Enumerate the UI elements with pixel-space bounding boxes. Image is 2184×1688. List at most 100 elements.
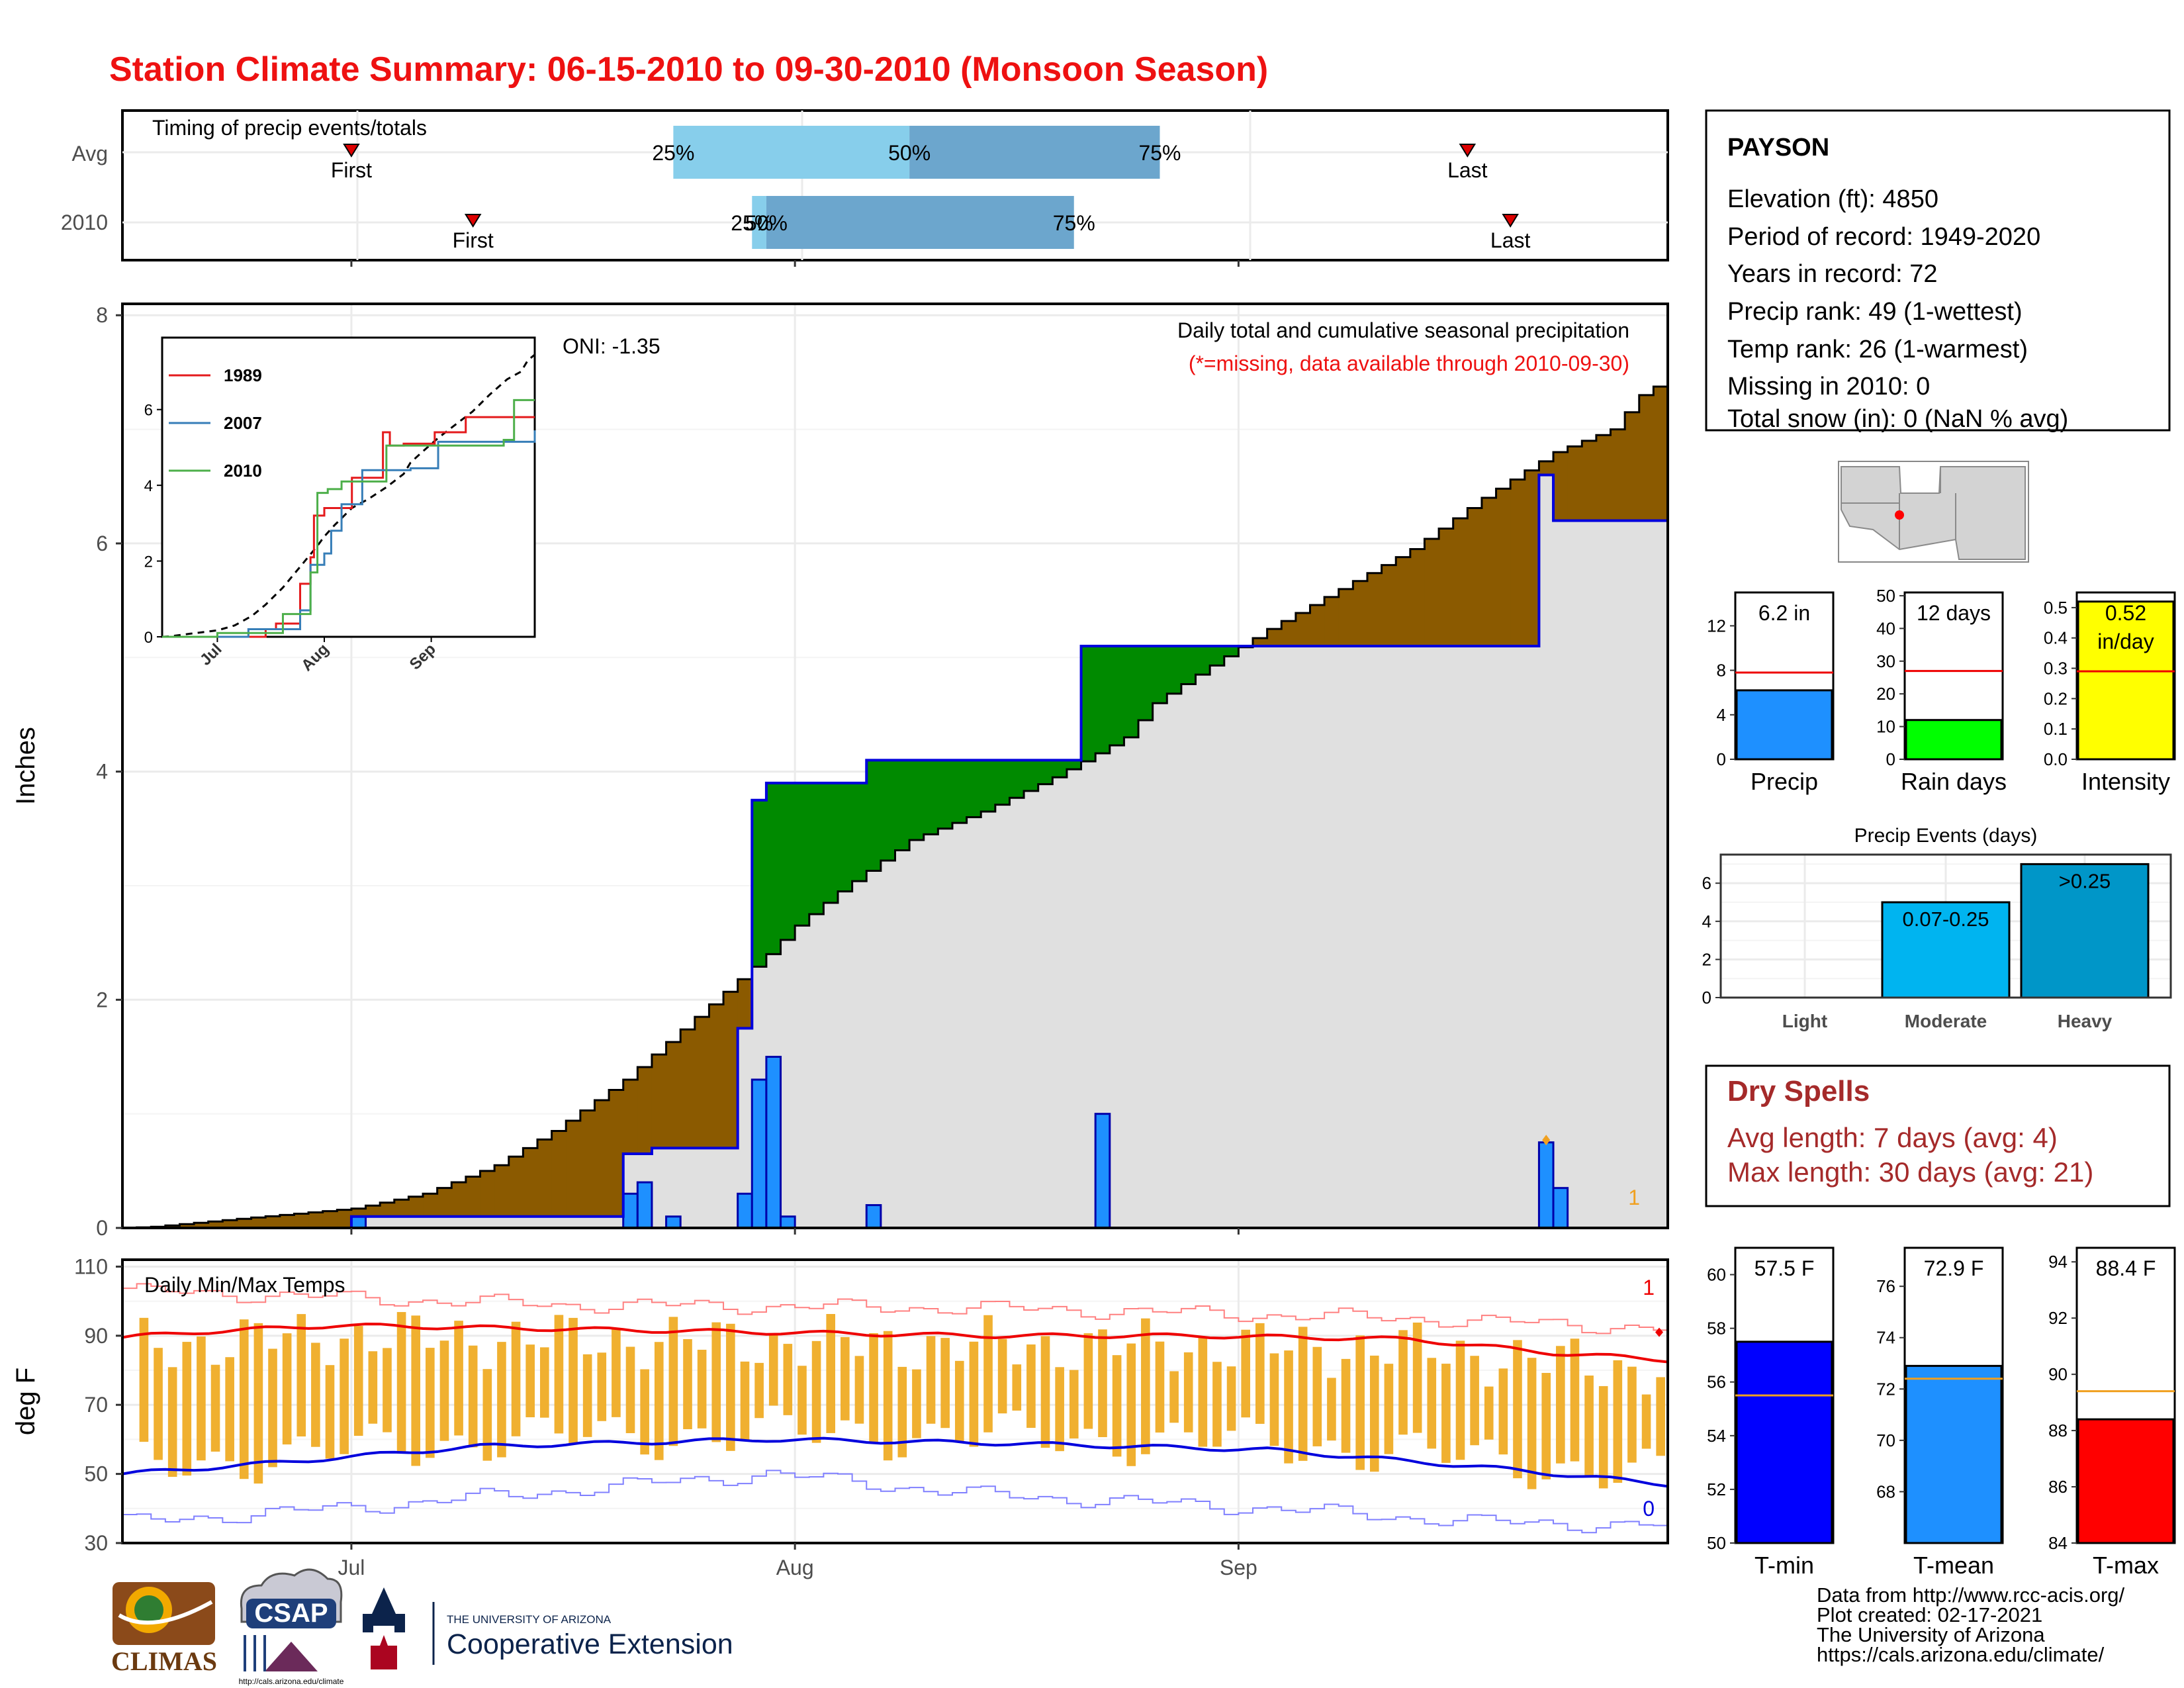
precip-below-avg-fill bbox=[1596, 435, 1612, 521]
precip-above-avg-fill bbox=[1109, 646, 1125, 745]
daily-temp-bar bbox=[439, 1340, 449, 1441]
precip-gray-fill bbox=[1610, 520, 1625, 1228]
precip-below-avg-fill bbox=[236, 1219, 252, 1228]
daily-temp-bar bbox=[1369, 1355, 1379, 1472]
daily-temp-bar bbox=[1141, 1318, 1150, 1454]
temp-ytick-label: 70 bbox=[84, 1393, 108, 1417]
precip-gray-fill bbox=[451, 1216, 467, 1228]
precip-gray-fill bbox=[1295, 646, 1311, 1228]
daily-temp-bar bbox=[383, 1348, 392, 1432]
precip-gray-fill bbox=[866, 870, 882, 1228]
precip-below-avg-fill bbox=[179, 1224, 195, 1228]
summary-ytick-label: 4 bbox=[1717, 705, 1726, 725]
precip-gray-fill bbox=[1410, 646, 1426, 1228]
daily-temp-bar bbox=[1484, 1386, 1494, 1440]
precip-below-avg-fill bbox=[1267, 629, 1282, 647]
precip-above-avg-fill bbox=[895, 760, 910, 851]
station-name: PAYSON bbox=[1727, 134, 1829, 162]
station-line: Years in record: 72 bbox=[1727, 260, 1938, 288]
precip-gray-fill bbox=[880, 861, 896, 1228]
precip-gray-fill bbox=[723, 1148, 739, 1228]
daily-temp-bar bbox=[468, 1345, 478, 1448]
daily-temp-bar bbox=[167, 1367, 177, 1477]
precip-above-avg-fill bbox=[966, 760, 981, 818]
temp-summary-bars: 50 52 54 56 58 60 57.5 F T-min 68 70 72 74 76 72.9 F T… bbox=[1707, 1246, 2176, 1579]
precip-gray-fill bbox=[995, 804, 1011, 1228]
summary-value-label: in/day bbox=[2097, 630, 2154, 653]
inset-ytick-label: 0 bbox=[144, 629, 153, 647]
precip-gray-fill bbox=[523, 1216, 538, 1228]
precip-below-avg-fill bbox=[1338, 588, 1353, 647]
precip-below-avg-fill bbox=[666, 1042, 681, 1149]
precip-below-avg-fill bbox=[480, 1170, 495, 1217]
precip-above-avg-fill bbox=[852, 782, 867, 882]
precip-gray-fill bbox=[1596, 520, 1612, 1228]
precip-above-avg-fill bbox=[909, 760, 925, 841]
daily-temp-bar bbox=[768, 1334, 778, 1406]
precip-below-avg-fill bbox=[1510, 479, 1525, 647]
inset-frame bbox=[161, 336, 536, 638]
ua-logo-text: THE UNIVERSITY OF ARIZONA bbox=[447, 1613, 612, 1626]
precip-below-avg-fill bbox=[680, 1029, 696, 1149]
timing-bar-upper bbox=[766, 196, 1074, 249]
daily-temp-bar bbox=[525, 1344, 535, 1418]
missing-marker bbox=[1542, 1135, 1551, 1146]
daily-temp-bar bbox=[1598, 1385, 1608, 1489]
daily-temp-bar bbox=[1498, 1368, 1508, 1455]
precip-above-avg-fill bbox=[1167, 646, 1182, 694]
station-line: Total snow (in): 0 (NaN % avg) bbox=[1727, 405, 2068, 433]
daily-temp-bar bbox=[754, 1362, 764, 1419]
events-category-label: Moderate bbox=[1905, 1011, 1987, 1031]
precip-below-avg-fill bbox=[1496, 489, 1511, 647]
precip-gray-fill bbox=[838, 891, 853, 1228]
precip-gray-fill bbox=[1238, 647, 1253, 1228]
daily-temp-bar bbox=[1226, 1366, 1236, 1431]
daily-temp-bar bbox=[554, 1315, 564, 1434]
precip-below-avg-fill bbox=[1281, 621, 1297, 647]
daily-temp-bar bbox=[1513, 1340, 1522, 1479]
summary-ytick-label: 0.2 bbox=[2044, 688, 2068, 708]
precip-above-avg-fill bbox=[766, 782, 782, 955]
summary-bar-label: Intensity bbox=[2081, 768, 2170, 795]
events-bar-label: 0.07-0.25 bbox=[1903, 908, 1989, 931]
daily-precip-bar bbox=[622, 1192, 639, 1229]
summary-ytick-label: 0.0 bbox=[2044, 749, 2068, 769]
precip-gray-fill bbox=[1467, 646, 1482, 1228]
temp-summary-ytick-label: 76 bbox=[1876, 1276, 1895, 1296]
timing-q75-label: 75% bbox=[1138, 141, 1181, 165]
daily-temp-bar bbox=[997, 1338, 1007, 1414]
daily-temp-bar bbox=[1255, 1323, 1265, 1424]
precip-above-avg-fill bbox=[1009, 760, 1024, 798]
precip-gray-fill bbox=[580, 1216, 596, 1228]
precip-gray-fill bbox=[1167, 693, 1182, 1228]
temp-summary-ytick-label: 68 bbox=[1876, 1481, 1895, 1501]
summary-ytick-label: 0.1 bbox=[2044, 719, 2068, 739]
daily-temp-bar bbox=[797, 1366, 807, 1435]
temp-summary-label: T-mean bbox=[1913, 1552, 1994, 1579]
precip-gray-fill bbox=[1396, 646, 1411, 1228]
daily-temp-bar bbox=[1641, 1394, 1651, 1449]
daily-temp-bar bbox=[1083, 1333, 1093, 1429]
daily-temp-bar bbox=[239, 1319, 249, 1479]
precip-gray-fill bbox=[1567, 520, 1582, 1228]
precip-gray-fill bbox=[1439, 646, 1454, 1228]
precip-gray-fill bbox=[1582, 520, 1597, 1228]
precip-gray-fill bbox=[1281, 646, 1297, 1228]
summary-bar bbox=[1905, 719, 2003, 761]
dry-spells-avg: Avg length: 7 days (avg: 4) bbox=[1727, 1122, 2058, 1153]
station-info: PAYSON Elevation (ft): 4850 Period of re… bbox=[1705, 109, 2171, 433]
precip-gray-fill bbox=[566, 1216, 581, 1228]
precip-gray-fill bbox=[1324, 646, 1340, 1228]
daily-temp-bar bbox=[1183, 1352, 1193, 1432]
temp-summary-ytick-label: 86 bbox=[2048, 1477, 2068, 1497]
daily-temp-bar bbox=[1112, 1355, 1122, 1457]
csap-logo-url: http://cals.arizona.edu/climate bbox=[239, 1677, 344, 1686]
temp-ytick-label: 30 bbox=[84, 1531, 108, 1555]
daily-temp-bar bbox=[811, 1340, 821, 1443]
station-line: Missing in 2010: 0 bbox=[1727, 373, 1930, 400]
precip-gray-fill bbox=[1539, 475, 1554, 1228]
daily-temp-bar bbox=[1312, 1346, 1322, 1446]
daily-temp-bar bbox=[954, 1360, 964, 1443]
daily-temp-bar bbox=[1040, 1336, 1050, 1448]
precip-gray-fill bbox=[1152, 703, 1167, 1228]
